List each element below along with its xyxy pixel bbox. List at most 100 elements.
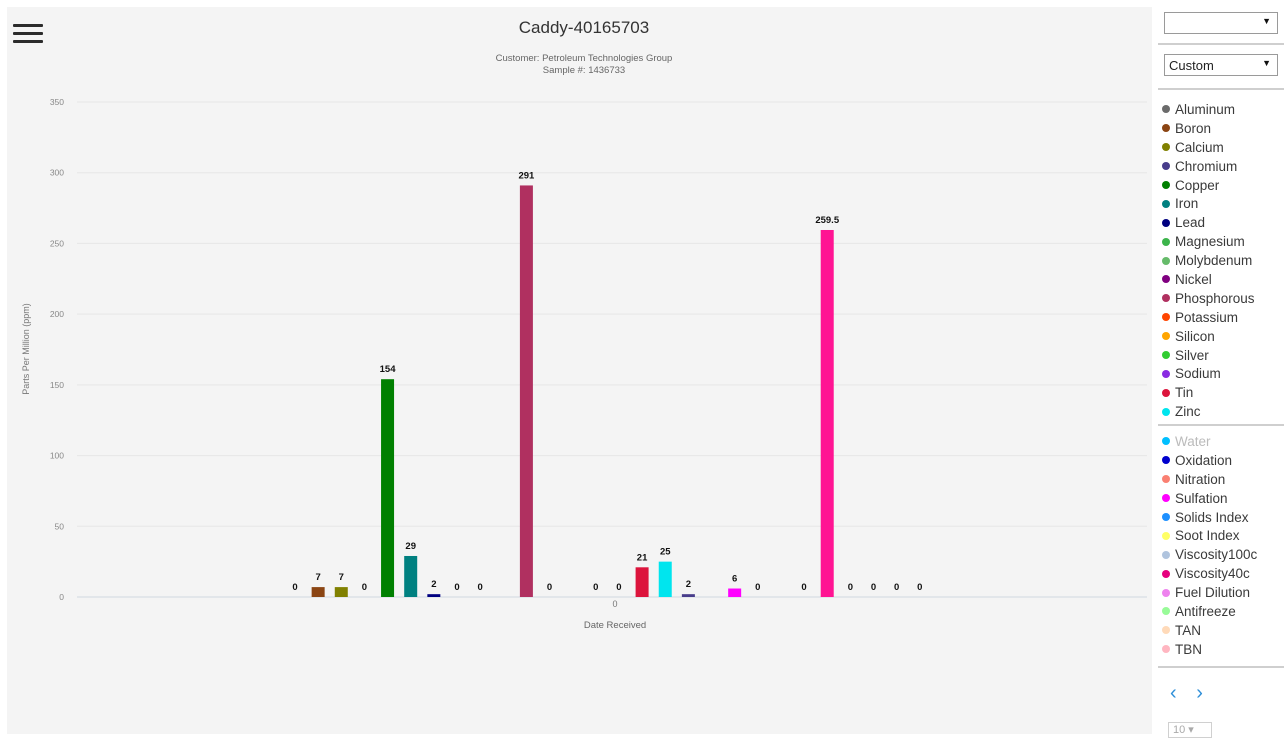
legend-item-water[interactable]: Water: [1162, 432, 1257, 451]
bar-group-tbn[interactable]: 0: [917, 582, 922, 593]
legend-dot-icon: [1162, 626, 1170, 635]
legend-item-tbn[interactable]: TBN: [1162, 640, 1257, 659]
legend-item-soot-index[interactable]: Soot Index: [1162, 526, 1257, 545]
bar[interactable]: [681, 594, 695, 597]
legend-item-zinc[interactable]: Zinc: [1162, 402, 1255, 421]
legend-item-viscosity100c[interactable]: Viscosity100c: [1162, 545, 1257, 564]
legend-item-lead[interactable]: Lead: [1162, 213, 1255, 232]
legend-item-phosphorous[interactable]: Phosphorous: [1162, 289, 1255, 308]
prev-page-icon[interactable]: ‹: [1170, 682, 1177, 704]
legend-item-boron[interactable]: Boron: [1162, 119, 1255, 138]
bar-group-phosphorous[interactable]: 291: [518, 170, 535, 597]
bar[interactable]: [635, 567, 649, 597]
bar-group-oxidation[interactable]: 2: [681, 579, 695, 597]
legend-dot-icon: [1162, 275, 1170, 284]
legend-label: Solids Index: [1175, 509, 1249, 525]
legend-item-calcium[interactable]: Calcium: [1162, 138, 1255, 157]
hamburger-menu-icon[interactable]: [12, 21, 46, 47]
bar-group-sulfation[interactable]: 6: [728, 574, 742, 597]
legend-item-tan[interactable]: TAN: [1162, 621, 1257, 640]
legend-item-potassium[interactable]: Potassium: [1162, 308, 1255, 327]
bar-group-zinc[interactable]: 25: [658, 547, 672, 597]
legend-dot-icon: [1162, 162, 1170, 171]
bar[interactable]: [519, 185, 533, 597]
legend-dot-icon: [1162, 351, 1170, 360]
bar-group-boron[interactable]: 7: [311, 572, 325, 597]
legend-item-chromium[interactable]: Chromium: [1162, 157, 1255, 176]
bar-data-label: 2: [431, 579, 436, 590]
bar-group-fuel-dilution[interactable]: 0: [848, 582, 853, 593]
legend-item-iron[interactable]: Iron: [1162, 194, 1255, 213]
bar[interactable]: [728, 588, 742, 597]
bar-data-label: 0: [547, 582, 552, 593]
bar-group-copper[interactable]: 154: [380, 364, 397, 597]
bar-group-viscosity40c[interactable]: 259.5: [815, 215, 840, 597]
bar[interactable]: [658, 561, 672, 597]
bar-group-potassium[interactable]: 0: [547, 582, 552, 593]
legend-item-fuel-dilution[interactable]: Fuel Dilution: [1162, 583, 1257, 602]
bar-group-molybdenum[interactable]: 0: [477, 582, 482, 593]
legend-item-solids-index[interactable]: Solids Index: [1162, 508, 1257, 527]
unit-select[interactable]: ▼: [1164, 12, 1278, 34]
bar[interactable]: [311, 587, 325, 597]
bar-group-sodium[interactable]: 0: [616, 582, 621, 593]
y-tick-label: 200: [50, 309, 64, 319]
legend-label: Oxidation: [1175, 452, 1233, 468]
legend-item-magnesium[interactable]: Magnesium: [1162, 232, 1255, 251]
legend-dot-icon: [1162, 550, 1170, 559]
bar-data-label: 0: [848, 582, 853, 593]
bar-data-label: 0: [801, 582, 806, 593]
legend-item-antifreeze[interactable]: Antifreeze: [1162, 602, 1257, 621]
bar-group-solids-index[interactable]: 0: [755, 582, 760, 593]
chart-title: Caddy-40165703: [519, 18, 649, 37]
bar[interactable]: [820, 229, 834, 597]
legend-dot-icon: [1162, 456, 1170, 465]
bar-group-magnesium[interactable]: 0: [454, 582, 459, 593]
bar-group-viscosity100c[interactable]: 0: [801, 582, 806, 593]
legend-item-molybdenum[interactable]: Molybdenum: [1162, 251, 1255, 270]
bar[interactable]: [404, 555, 418, 597]
bar[interactable]: [381, 379, 395, 597]
legend-dot-icon: [1162, 294, 1170, 303]
bar-group-iron[interactable]: 29: [404, 541, 418, 597]
legend-item-oxidation[interactable]: Oxidation: [1162, 451, 1257, 470]
legend-item-viscosity40c[interactable]: Viscosity40c: [1162, 564, 1257, 583]
legend-item-nickel[interactable]: Nickel: [1162, 270, 1255, 289]
legend-item-silicon[interactable]: Silicon: [1162, 327, 1255, 346]
legend-dot-icon: [1162, 388, 1170, 397]
bar-group-lead[interactable]: 2: [427, 579, 441, 597]
legend-item-aluminum[interactable]: Aluminum: [1162, 100, 1255, 119]
legend-label: Potassium: [1175, 309, 1239, 325]
legend-item-copper[interactable]: Copper: [1162, 176, 1255, 195]
legend-label: Viscosity40c: [1175, 566, 1250, 582]
bar-data-label: 259.5: [815, 215, 839, 226]
legend-label: Silver: [1175, 347, 1209, 363]
legend-item-sodium[interactable]: Sodium: [1162, 364, 1255, 383]
legend-item-nitration[interactable]: Nitration: [1162, 470, 1257, 489]
date-range-value: Custom: [1169, 58, 1214, 73]
bar-group-silver[interactable]: 0: [593, 582, 598, 593]
legend-label: Calcium: [1175, 139, 1224, 155]
bar-group-calcium[interactable]: 7: [334, 572, 348, 597]
date-range-select[interactable]: Custom ▼: [1164, 54, 1278, 76]
bar-data-label: 0: [871, 582, 876, 593]
legend-label: Iron: [1175, 196, 1199, 212]
legend-item-sulfation[interactable]: Sulfation: [1162, 489, 1257, 508]
bar-group-chromium[interactable]: 0: [362, 582, 367, 593]
legend-item-tin[interactable]: Tin: [1162, 383, 1255, 402]
page-size-select[interactable]: 10 ▾: [1168, 722, 1212, 738]
divider: [1158, 666, 1284, 668]
next-page-icon[interactable]: ›: [1196, 682, 1203, 704]
legend-dot-icon: [1162, 407, 1170, 416]
bar[interactable]: [334, 587, 348, 597]
bar-chart: Caddy-40165703 Customer: Petroleum Techn…: [21, 18, 1147, 631]
divider: [1158, 43, 1284, 45]
legend-dot-icon: [1162, 569, 1170, 578]
bar-group-tan[interactable]: 0: [894, 582, 899, 593]
legend-label: Soot Index: [1175, 528, 1240, 544]
bar[interactable]: [427, 594, 441, 597]
legend-item-silver[interactable]: Silver: [1162, 346, 1255, 365]
bar-group-antifreeze[interactable]: 0: [871, 582, 876, 593]
bar-group-aluminum[interactable]: 0: [292, 582, 297, 593]
bar-group-tin[interactable]: 21: [635, 552, 649, 597]
